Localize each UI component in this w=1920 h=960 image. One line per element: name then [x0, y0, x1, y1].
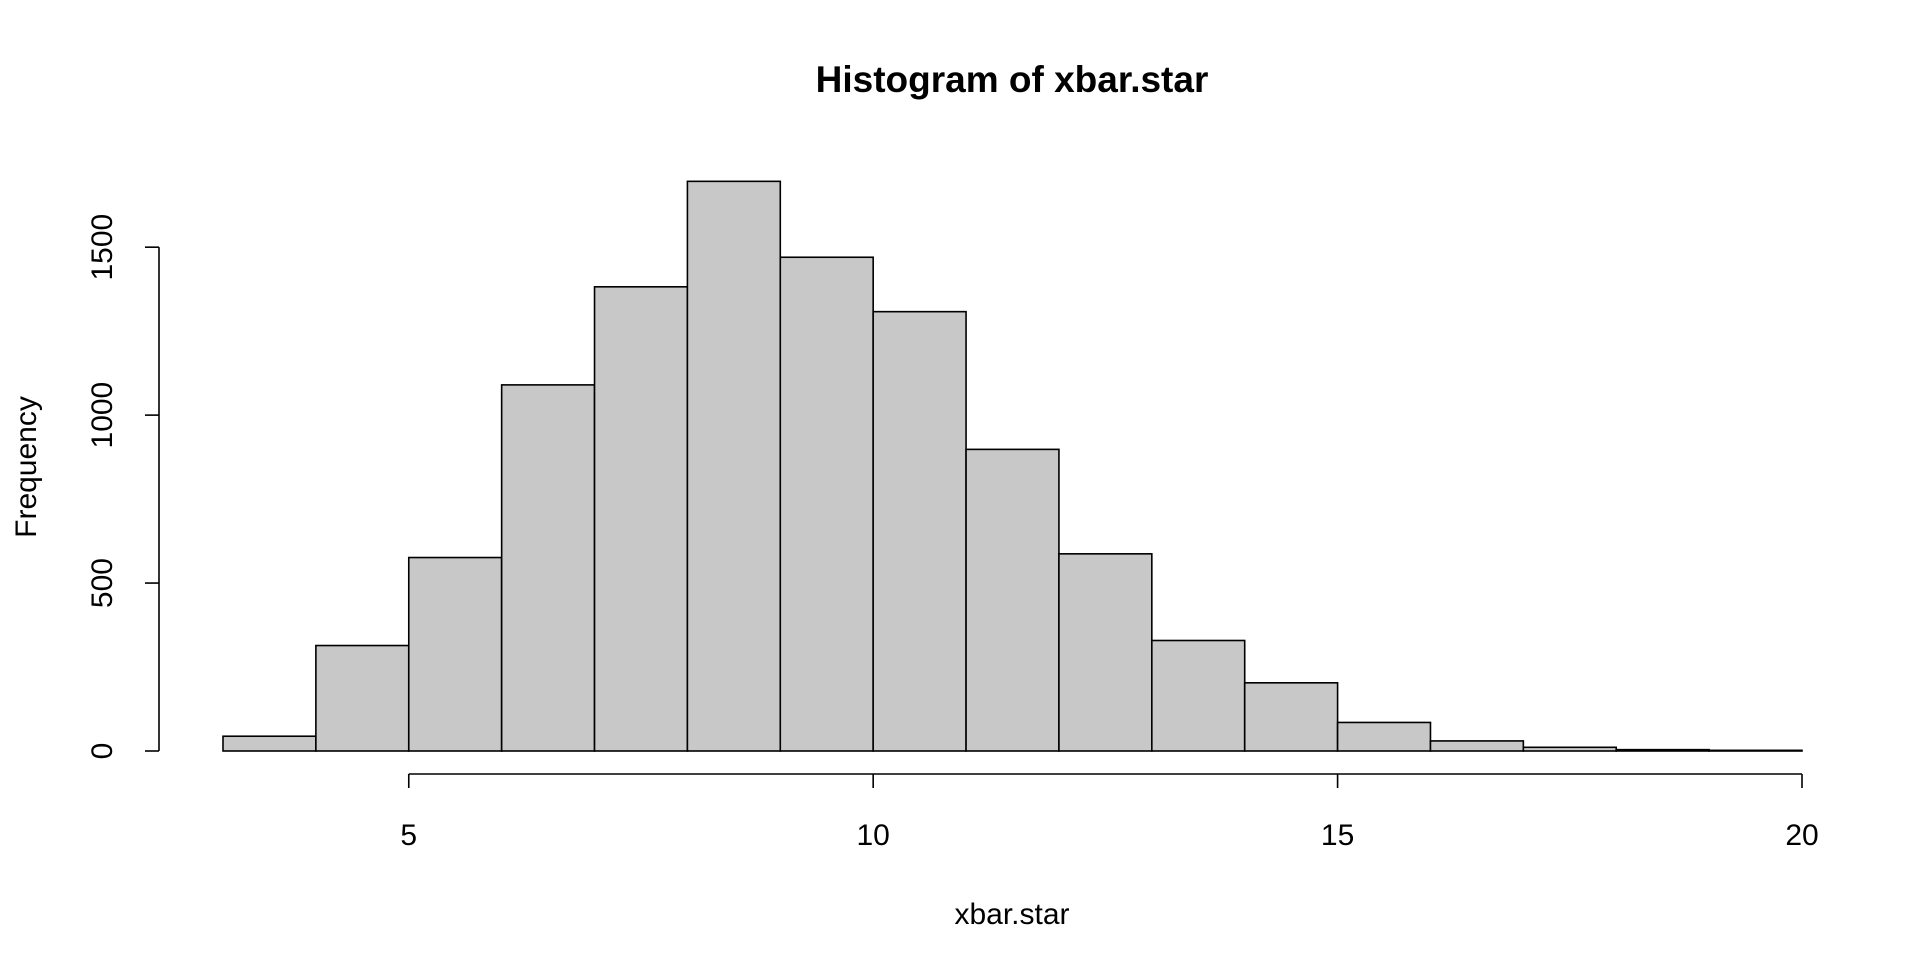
bar — [1336, 721, 1432, 752]
bar — [1151, 639, 1246, 752]
bar — [1429, 740, 1525, 752]
bar — [1058, 553, 1153, 752]
x-tick-label: 15 — [1321, 819, 1354, 852]
y-tick-label: 1000 — [86, 382, 119, 449]
x-tick-label: 20 — [1785, 819, 1818, 852]
bar — [872, 310, 967, 752]
x-tick-label: 10 — [856, 819, 889, 852]
bar — [500, 384, 596, 752]
chart-title: Histogram of xbar.star — [816, 59, 1209, 100]
bar — [315, 644, 410, 752]
x-axis-label: xbar.star — [954, 898, 1069, 931]
bar — [407, 556, 503, 752]
y-axis-label: Frequency — [10, 396, 43, 538]
bar — [593, 286, 689, 752]
bar — [1243, 682, 1339, 752]
y-tick-label: 1500 — [86, 214, 119, 281]
x-tick-label: 5 — [400, 819, 417, 852]
bar — [965, 448, 1060, 752]
bar — [686, 180, 782, 752]
bar — [1522, 746, 1618, 752]
bar — [779, 256, 874, 752]
bar — [1708, 749, 1803, 752]
bar — [222, 735, 317, 752]
bar — [1615, 748, 1710, 752]
y-tick-label: 0 — [86, 743, 119, 760]
y-tick-label: 500 — [86, 558, 119, 608]
